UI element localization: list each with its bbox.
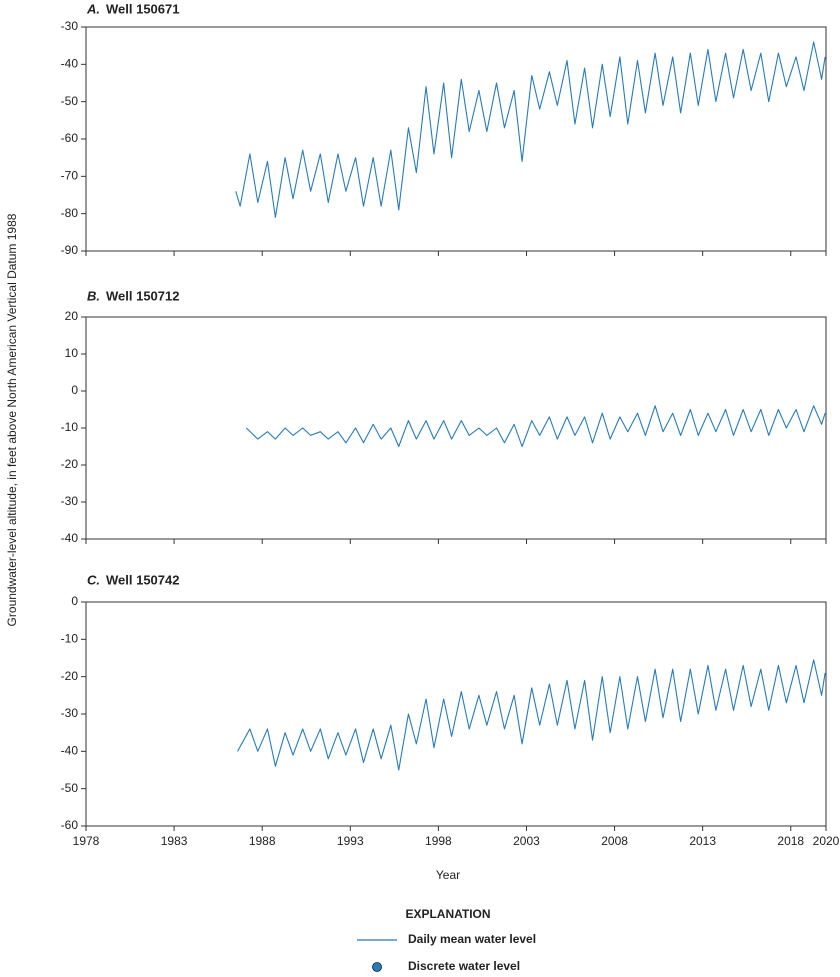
y-tick-label: 10	[65, 346, 79, 360]
y-tick-label: -80	[61, 206, 79, 220]
y-tick-label: 0	[71, 594, 78, 608]
x-tick-label: 2020	[813, 834, 840, 848]
legend-title: EXPLANATION	[405, 907, 490, 921]
y-tick-label: -40	[61, 531, 79, 545]
x-tick-label: 1998	[425, 834, 452, 848]
water-level-line	[237, 659, 826, 771]
panel-label: A.	[86, 1, 100, 16]
y-tick-label: -30	[61, 19, 79, 33]
panel-title: Well 150712	[106, 288, 179, 303]
water-level-line	[235, 41, 826, 218]
x-tick-label: 2018	[777, 834, 804, 848]
x-tick-label: 1988	[249, 834, 276, 848]
x-tick-label: 1978	[73, 834, 100, 848]
panel-title: Well 150742	[106, 572, 179, 587]
panel-label: C.	[87, 572, 100, 587]
x-axis-label: Year	[436, 868, 460, 882]
x-tick-label: 1993	[337, 834, 364, 848]
y-tick-label: 20	[65, 309, 79, 323]
y-tick-label: -40	[61, 57, 79, 71]
panel-title: Well 150671	[106, 1, 179, 16]
x-tick-label: 2013	[689, 834, 716, 848]
plot-frame	[85, 316, 827, 540]
y-tick-label: -50	[61, 94, 79, 108]
legend-label: Discrete water level	[408, 959, 520, 973]
legend-label: Daily mean water level	[408, 932, 536, 946]
y-tick-label: -30	[61, 494, 79, 508]
y-tick-label: -10	[61, 632, 79, 646]
y-tick-label: -20	[61, 457, 79, 471]
x-tick-label: 2008	[601, 834, 628, 848]
y-tick-label: -60	[61, 131, 79, 145]
x-tick-label: 2003	[513, 834, 540, 848]
y-tick-label: -70	[61, 169, 79, 183]
y-tick-label: -30	[61, 706, 79, 720]
y-tick-label: -60	[61, 818, 79, 832]
legend-marker	[372, 962, 382, 972]
panel-label: B.	[87, 288, 100, 303]
y-tick-label: -50	[61, 781, 79, 795]
y-axis-label: Groundwater-level altitude, in feet abov…	[5, 213, 19, 626]
plot-frame	[85, 26, 827, 252]
y-tick-label: -90	[61, 243, 79, 257]
y-tick-label: -40	[61, 744, 79, 758]
water-level-line	[245, 405, 826, 448]
y-tick-label: -10	[61, 420, 79, 434]
x-tick-label: 1983	[161, 834, 188, 848]
y-tick-label: -20	[61, 669, 79, 683]
y-tick-label: 0	[71, 383, 78, 397]
